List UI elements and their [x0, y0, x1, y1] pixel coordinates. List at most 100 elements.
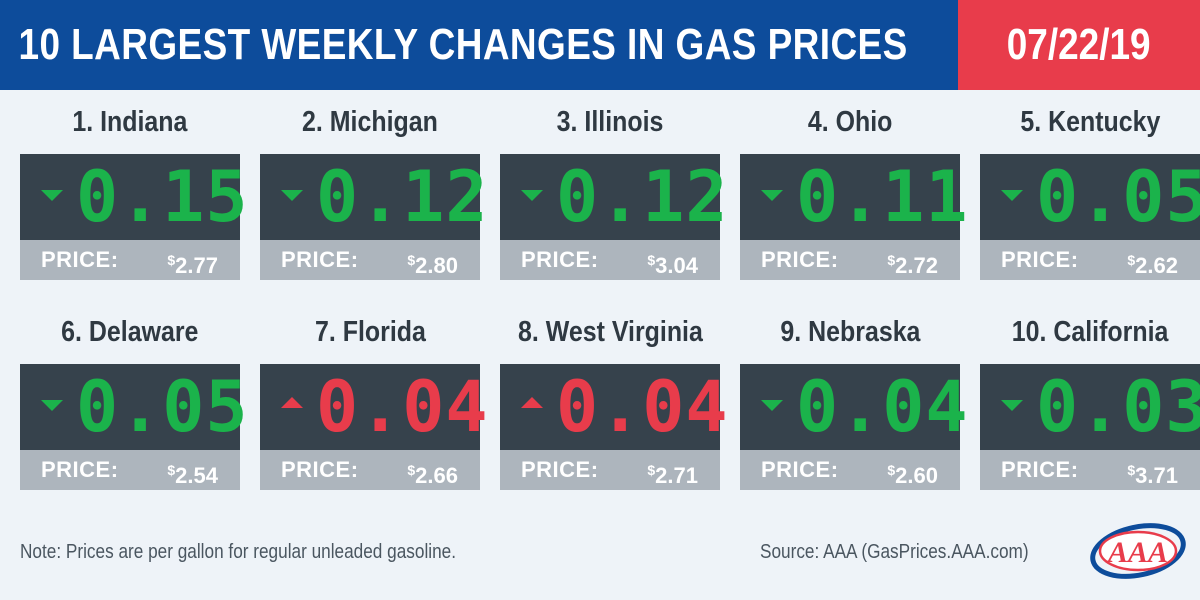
currency-symbol: $ [167, 462, 176, 478]
price-amount: 2.72 [895, 253, 938, 278]
price-amount: 2.62 [1135, 253, 1178, 278]
state-rank-name-text: 7. Florida [314, 316, 426, 348]
currency-symbol: $ [407, 252, 416, 268]
date-label: 07/22/19 [1007, 20, 1151, 69]
aaa-logo: AAA [1090, 523, 1186, 579]
state-rank-name-text: 6. Delaware [61, 316, 199, 348]
change-display: 0.12 [500, 154, 729, 240]
state-rank-name: 9. Nebraska [720, 316, 980, 349]
price-amount: 2.60 [895, 463, 938, 488]
currency-symbol: $ [1127, 252, 1136, 268]
triangle-up-icon [521, 397, 543, 408]
price-amount: 2.77 [175, 253, 218, 278]
state-rank-name-text: 4. Ohio [807, 106, 893, 138]
state-rank-name: 5. Kentucky [960, 106, 1200, 139]
state-card: 8. West Virginia 0.04 PRICE: $2.71 [500, 316, 729, 490]
price-change-value: 0.04 [796, 366, 969, 448]
price-value: $2.60 [887, 450, 938, 490]
price-bar: PRICE: $3.04 [500, 240, 720, 280]
triangle-down-icon [1001, 190, 1023, 201]
change-display: 0.15 [20, 154, 249, 240]
change-display: 0.11 [740, 154, 968, 240]
currency-symbol: $ [1127, 462, 1136, 478]
state-rank-name: 8. West Virginia [480, 316, 740, 349]
price-amount: 2.66 [415, 463, 458, 488]
state-rank-name: 10. California [960, 316, 1200, 349]
price-change-value: 0.03 [1036, 366, 1200, 448]
triangle-down-icon [281, 190, 303, 201]
state-card: 9. Nebraska 0.04 PRICE: $2.60 [740, 316, 969, 490]
change-display: 0.05 [20, 364, 249, 450]
price-amount: 3.04 [655, 253, 698, 278]
price-bar: PRICE: $2.66 [260, 450, 480, 490]
price-amount: 2.71 [655, 463, 698, 488]
price-bar: PRICE: $2.77 [20, 240, 240, 280]
header: 10 LARGEST WEEKLY CHANGES IN GAS PRICES … [0, 0, 1200, 90]
state-rank-name-text: 8. West Virginia [517, 316, 703, 348]
state-card: 2. Michigan 0.12 PRICE: $2.80 [260, 106, 489, 280]
price-change-value: 0.05 [76, 366, 249, 448]
source-credit: Source: AAA (GasPrices.AAA.com) [760, 541, 1029, 563]
state-rank-name-text: 10. California [1011, 316, 1169, 348]
state-card: 3. Illinois 0.12 PRICE: $3.04 [500, 106, 729, 280]
price-bar: PRICE: $2.72 [740, 240, 960, 280]
price-bar: PRICE: $2.71 [500, 450, 720, 490]
price-change-value: 0.15 [76, 156, 249, 238]
price-label: PRICE: [761, 457, 839, 482]
state-rank-name-text: 3. Illinois [556, 106, 664, 138]
currency-symbol: $ [887, 462, 896, 478]
triangle-down-icon [521, 190, 543, 201]
state-rank-name: 4. Ohio [720, 106, 980, 139]
change-display: 0.04 [500, 364, 729, 450]
price-value: $2.72 [887, 240, 938, 280]
currency-symbol: $ [167, 252, 176, 268]
price-amount: 2.80 [415, 253, 458, 278]
change-display: 0.03 [980, 364, 1200, 450]
price-change-value: 0.04 [316, 366, 489, 448]
price-label: PRICE: [521, 247, 599, 272]
price-value: $2.71 [647, 450, 698, 490]
currency-symbol: $ [407, 462, 416, 478]
triangle-down-icon [761, 400, 783, 411]
triangle-up-icon [281, 397, 303, 408]
state-rank-name-text: 1. Indiana [72, 106, 188, 138]
change-display: 0.04 [260, 364, 489, 450]
price-bar: PRICE: $2.62 [980, 240, 1200, 280]
price-label: PRICE: [281, 457, 359, 482]
state-rank-name: 2. Michigan [240, 106, 500, 139]
price-change-value: 0.04 [556, 366, 729, 448]
triangle-down-icon [761, 190, 783, 201]
state-rank-name-text: 2. Michigan [302, 106, 438, 138]
price-bar: PRICE: $2.80 [260, 240, 480, 280]
change-display: 0.12 [260, 154, 489, 240]
price-change-value: 0.12 [556, 156, 729, 238]
price-change-value: 0.12 [316, 156, 489, 238]
state-card: 5. Kentucky 0.05 PRICE: $2.62 [980, 106, 1200, 280]
price-label: PRICE: [41, 247, 119, 272]
price-label: PRICE: [521, 457, 599, 482]
price-label: PRICE: [1001, 247, 1079, 272]
title-banner: 10 LARGEST WEEKLY CHANGES IN GAS PRICES [0, 0, 958, 90]
change-display: 0.05 [980, 154, 1200, 240]
price-change-value: 0.05 [1036, 156, 1200, 238]
price-value: $3.71 [1127, 450, 1178, 490]
currency-symbol: $ [647, 252, 656, 268]
state-rank-name-text: 5. Kentucky [1019, 106, 1160, 138]
triangle-down-icon [41, 190, 63, 201]
price-bar: PRICE: $2.60 [740, 450, 960, 490]
price-bar: PRICE: $2.54 [20, 450, 240, 490]
currency-symbol: $ [887, 252, 896, 268]
price-label: PRICE: [761, 247, 839, 272]
state-rank-name: 7. Florida [240, 316, 500, 349]
triangle-down-icon [1001, 400, 1023, 411]
state-rank-name: 6. Delaware [0, 316, 260, 349]
page-title: 10 LARGEST WEEKLY CHANGES IN GAS PRICES [18, 20, 908, 69]
price-label: PRICE: [1001, 457, 1079, 482]
price-value: $2.80 [407, 240, 458, 280]
price-bar: PRICE: $3.71 [980, 450, 1200, 490]
state-card: 6. Delaware 0.05 PRICE: $2.54 [20, 316, 249, 490]
state-card: 10. California 0.03 PRICE: $3.71 [980, 316, 1200, 490]
price-value: $2.66 [407, 450, 458, 490]
footnote: Note: Prices are per gallon for regular … [20, 541, 457, 563]
